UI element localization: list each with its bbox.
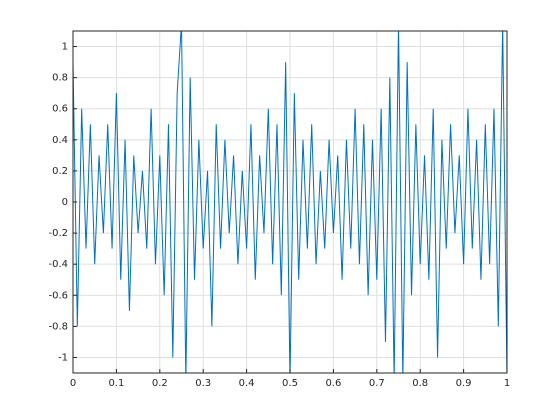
data-layer bbox=[73, 31, 507, 373]
x-tick-label: 0 bbox=[70, 378, 76, 389]
x-tick-label: 0.8 bbox=[412, 378, 428, 389]
y-tick-label: 0 bbox=[62, 197, 68, 208]
x-tick-label: 0.9 bbox=[456, 378, 472, 389]
x-tick-label: 0.7 bbox=[369, 378, 385, 389]
signal-line bbox=[73, 31, 507, 373]
y-tick-label: -0.8 bbox=[48, 321, 68, 332]
x-tick-label: 0.6 bbox=[325, 378, 341, 389]
x-tick-label: 0.4 bbox=[239, 378, 255, 389]
y-tick-label: -0.4 bbox=[48, 259, 68, 270]
tick-labels: 0 0.1 0.2 0.3 0.4 0.5 0.6 0.7 0.8 0.9 1 -1 -0.8 -0.6 -… bbox=[48, 42, 510, 389]
y-tick-label: 1 bbox=[62, 42, 68, 53]
x-tick-label: 1 bbox=[504, 378, 510, 389]
y-tick-label: 0.2 bbox=[52, 166, 68, 177]
x-tick-label: 0.3 bbox=[195, 378, 211, 389]
x-tick-label: 0.5 bbox=[282, 378, 298, 389]
y-tick-label: -0.6 bbox=[48, 290, 68, 301]
x-tick-label: 0.1 bbox=[108, 378, 124, 389]
x-tick-label: 0.2 bbox=[152, 378, 168, 389]
y-tick-label: 0.8 bbox=[52, 73, 68, 84]
y-tick-label: 0.6 bbox=[52, 104, 68, 115]
y-tick-label: -0.2 bbox=[48, 228, 68, 239]
y-tick-label: -1 bbox=[58, 352, 68, 363]
y-tick-label: 0.4 bbox=[52, 135, 68, 146]
